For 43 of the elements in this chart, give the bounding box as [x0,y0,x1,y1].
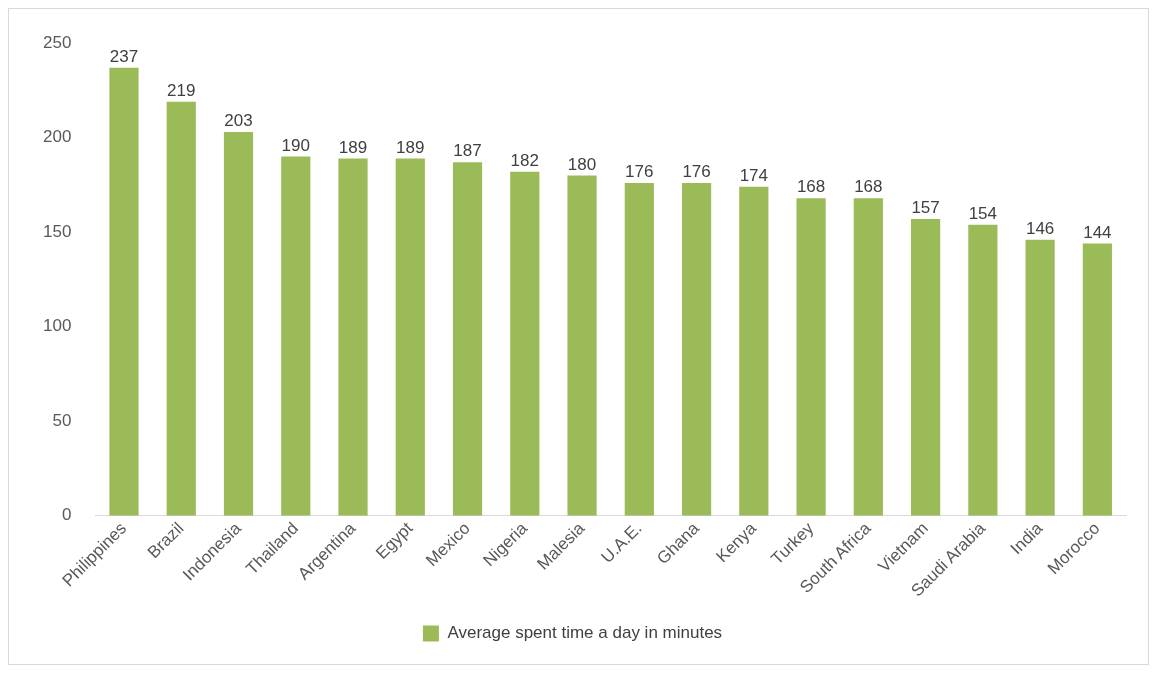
bar [1025,239,1055,516]
y-tick-label: 250 [42,32,72,52]
data-label: 176 [625,162,654,182]
data-label: 187 [453,141,482,161]
data-label: 189 [396,137,425,157]
data-label: 237 [109,46,139,66]
bar [223,132,254,516]
bar [968,224,998,516]
data-label: 190 [281,135,310,155]
data-label: 219 [167,80,196,100]
bar [624,183,654,516]
y-tick-label: 50 [52,410,72,430]
y-tick-label: 200 [42,127,72,147]
bar [853,198,883,516]
bar [510,171,540,516]
y-tick-label: 0 [61,505,72,525]
y-tick-label: 150 [42,221,72,241]
data-label: 154 [968,203,998,223]
data-label: 189 [338,137,368,157]
bar [739,186,769,516]
y-tick-label: 100 [42,316,72,336]
bar [452,162,483,516]
bar [911,218,941,516]
bar [338,158,368,516]
bar [395,158,425,516]
data-label: 174 [739,166,769,186]
data-label: 180 [567,154,597,174]
bar [796,198,826,516]
data-label: 144 [1083,222,1112,242]
bar [1082,243,1112,516]
data-label: 203 [224,111,253,131]
data-label: 168 [854,177,883,197]
data-label: 157 [911,198,940,218]
bar [109,67,139,516]
data-label: 176 [682,162,711,182]
data-label: 182 [510,150,539,170]
data-label: 146 [1025,218,1055,238]
bar [567,175,597,516]
data-label: 168 [796,177,826,197]
bar [681,183,712,516]
bar [281,156,311,516]
bar [166,101,196,516]
legend-label: Average spent time a day in minutes [447,623,723,643]
